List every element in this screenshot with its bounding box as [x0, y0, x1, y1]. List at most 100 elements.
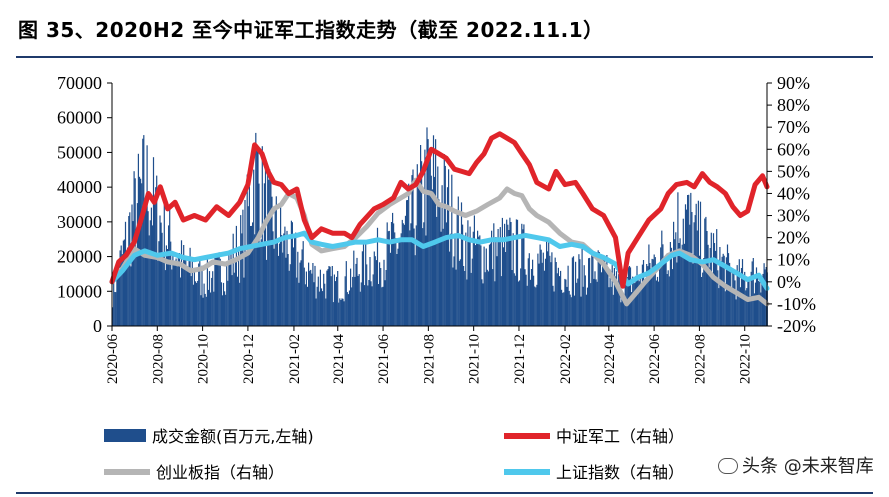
volume-bar — [720, 261, 722, 326]
legend-label-volume: 成交金额(百万元,左轴) — [152, 427, 314, 446]
volume-bar — [378, 284, 380, 326]
right-tick-label: 70% — [777, 117, 810, 137]
volume-bar — [295, 232, 297, 326]
volume-bar — [308, 262, 310, 326]
volume-bar — [451, 174, 453, 326]
volume-bar — [667, 270, 669, 326]
volume-bar — [285, 257, 287, 326]
volume-bar — [578, 254, 580, 326]
volume-bar — [146, 145, 148, 326]
volume-bar — [492, 269, 494, 326]
volume-bar — [546, 239, 548, 326]
volume-bar — [588, 258, 590, 326]
volume-bar — [383, 259, 385, 326]
volume-bar — [401, 219, 403, 326]
volume-bar — [126, 261, 128, 326]
volume-bar — [224, 291, 226, 326]
volume-bar — [631, 292, 633, 326]
volume-bar — [592, 253, 594, 326]
volume-bar — [445, 222, 447, 326]
volume-bar — [437, 166, 439, 326]
volume-bar — [507, 224, 509, 326]
volume-bar — [402, 223, 404, 326]
volume-bar — [568, 290, 570, 326]
volume-bar — [387, 231, 389, 326]
volume-bar — [696, 230, 698, 326]
volume-bar — [600, 272, 603, 326]
volume-bar — [406, 200, 408, 326]
volume-bar — [471, 258, 473, 326]
volume-bar — [465, 232, 467, 326]
volume-bar — [609, 269, 611, 326]
volume-bar — [119, 250, 121, 326]
volume-bar — [491, 230, 493, 326]
volume-bar — [123, 239, 125, 326]
volume-bar — [243, 277, 245, 326]
volume-bar — [681, 244, 683, 326]
volume-bar — [618, 274, 620, 326]
volume-bar — [247, 206, 249, 326]
right-tick-label: 50% — [777, 161, 810, 181]
volume-bar — [291, 222, 293, 326]
volume-bar — [219, 258, 221, 326]
x-tick-label: 2021-02 — [287, 334, 303, 384]
volume-bar — [529, 279, 531, 326]
volume-bar — [412, 169, 414, 326]
right-tick-label: 30% — [777, 206, 810, 226]
volume-bar — [236, 276, 239, 326]
volume-bar — [161, 232, 163, 326]
volume-bar — [297, 251, 299, 326]
index-lines — [109, 131, 770, 307]
volume-bar — [741, 259, 744, 326]
volume-bar — [462, 224, 464, 326]
volume-bar — [207, 289, 209, 326]
right-tick-label: 90% — [777, 73, 810, 93]
x-tick-label: 2022-04 — [602, 334, 618, 384]
volume-bar — [380, 268, 382, 326]
volume-bar — [280, 206, 282, 326]
volume-bar — [198, 263, 200, 326]
volume-bar — [562, 292, 564, 326]
volume-bar — [522, 229, 524, 326]
volume-bar — [398, 240, 400, 326]
volume-bar — [683, 243, 685, 326]
volume-bar — [528, 253, 530, 326]
volume-bar — [539, 244, 541, 326]
volume-bar — [289, 264, 291, 326]
volume-bar — [228, 250, 230, 326]
volume-bar — [149, 220, 151, 326]
volume-bar — [758, 281, 760, 326]
volume-bar — [711, 273, 713, 326]
volume-bar — [114, 292, 116, 326]
volume-bar — [184, 258, 186, 326]
volume-bar — [116, 265, 118, 326]
volume-bar — [400, 233, 402, 326]
volume-bar — [410, 223, 412, 326]
volume-bar — [282, 252, 284, 326]
x-tick-label: 2020-10 — [196, 334, 212, 384]
volume-bar — [245, 254, 247, 326]
volume-bar — [388, 230, 390, 326]
volume-bar — [385, 270, 387, 326]
volume-bar — [339, 298, 341, 326]
volume-bar — [425, 235, 427, 326]
volume-bar — [216, 254, 218, 326]
volume-bar — [759, 282, 761, 326]
volume-bar — [159, 215, 161, 326]
volume-bar — [731, 287, 733, 326]
volume-bar — [239, 282, 241, 326]
volume-bar — [131, 204, 133, 326]
volume-bar — [281, 235, 283, 326]
volume-bar — [244, 200, 246, 326]
volume-bar — [350, 268, 352, 326]
volume-bar — [638, 281, 640, 326]
volume-bar — [444, 165, 446, 326]
volume-bar — [394, 232, 396, 326]
volume-bar — [455, 269, 457, 326]
volume-bar — [535, 287, 537, 326]
volume-bar — [747, 278, 749, 326]
volume-bar — [168, 225, 170, 326]
volume-bar — [510, 222, 512, 326]
volume-bar — [753, 293, 755, 326]
volume-bar — [642, 260, 645, 326]
